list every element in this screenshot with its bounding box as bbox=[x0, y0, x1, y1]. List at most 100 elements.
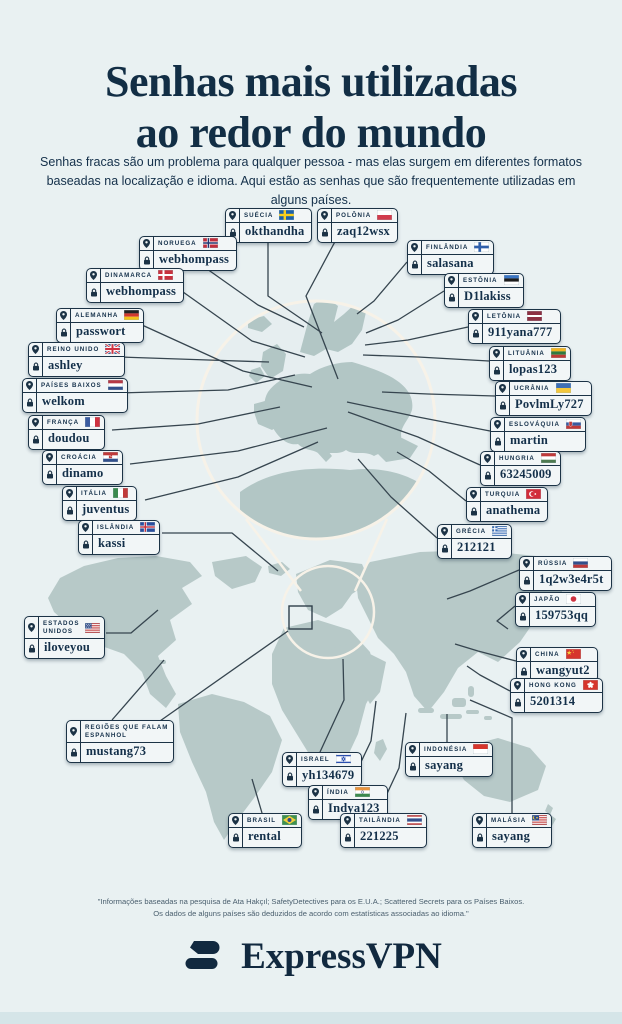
connector-line-hong-kong bbox=[466, 665, 511, 692]
flag-italy-icon bbox=[112, 488, 128, 499]
disclaimer-line-2: Os dados de alguns países são deduzidos … bbox=[153, 908, 469, 918]
flag-indonesia-icon bbox=[473, 744, 489, 755]
country-label: ISLÂNDIA bbox=[97, 523, 135, 531]
connector-line-lituania bbox=[362, 354, 490, 362]
password-value: zaq12wsx bbox=[337, 223, 390, 238]
password-value: juventus bbox=[82, 501, 130, 516]
connector-line-alemanha bbox=[141, 324, 313, 388]
card-body: mustang73 bbox=[67, 743, 173, 763]
card-header: CROÁCIA bbox=[43, 451, 122, 465]
map-pin-icon bbox=[29, 416, 43, 429]
country-label: TAILÂNDIA bbox=[359, 816, 401, 824]
title-line-2: ao redor do mundo bbox=[135, 108, 487, 158]
lock-icon bbox=[445, 287, 459, 307]
country-label: DINAMARCA bbox=[105, 271, 153, 279]
country-label: JAPÃO bbox=[534, 595, 561, 603]
password-card-suecia: SUÉCIA okthandha bbox=[225, 208, 313, 243]
country-label: HUNGRIA bbox=[499, 454, 535, 462]
country-label: BRASIL bbox=[247, 816, 277, 824]
connector-line-brasil bbox=[251, 778, 263, 814]
card-body: sayang bbox=[406, 756, 492, 776]
lock-icon bbox=[473, 827, 487, 847]
map-pin-icon bbox=[445, 274, 459, 287]
map-pin-icon bbox=[406, 743, 420, 756]
lock-icon bbox=[87, 282, 101, 302]
subtitle: Senhas fracas são um problema para qualq… bbox=[40, 154, 582, 208]
lock-icon bbox=[516, 606, 530, 626]
lock-icon bbox=[25, 639, 39, 659]
card-body: rental bbox=[229, 827, 301, 847]
lock-icon bbox=[481, 465, 495, 485]
password-card-estados-unidos: ESTADOS UNIDOS iloveyou bbox=[24, 616, 106, 660]
map-pin-icon bbox=[341, 814, 355, 827]
password-value: passwort bbox=[76, 323, 126, 338]
card-body: 5201314 bbox=[511, 692, 602, 712]
card-header: GRÉCIA bbox=[438, 525, 512, 539]
connector-line-estonia bbox=[365, 290, 445, 334]
flag-lithuania-icon bbox=[550, 348, 566, 359]
password-card-hungria: HUNGRIA 63245009 bbox=[480, 451, 561, 486]
bottom-band bbox=[0, 1012, 622, 1024]
flag-norway-icon bbox=[202, 238, 218, 249]
flag-hungary-icon bbox=[540, 453, 556, 464]
lock-icon bbox=[490, 360, 504, 380]
password-value: lopas123 bbox=[509, 361, 558, 376]
password-value: Indya123 bbox=[328, 800, 380, 815]
password-card-finlandia: FINLÂNDIA salasana bbox=[407, 240, 495, 275]
lock-icon bbox=[469, 323, 483, 343]
lock-icon bbox=[79, 534, 93, 554]
country-label: UCRÂNIA bbox=[514, 384, 550, 392]
lock-icon bbox=[226, 222, 240, 242]
connector-line-russia bbox=[446, 569, 520, 600]
password-value: iloveyou bbox=[44, 640, 91, 655]
lock-icon bbox=[283, 766, 297, 786]
password-value: rental bbox=[248, 828, 281, 843]
card-header: RÚSSIA bbox=[520, 557, 611, 571]
card-header: REINO UNIDO bbox=[29, 343, 125, 357]
card-body: yh134679 bbox=[283, 766, 361, 786]
card-header: ISRAEL bbox=[283, 753, 362, 767]
country-label: POLÔNIA bbox=[336, 211, 372, 219]
map-pin-icon bbox=[318, 209, 332, 222]
flag-india-icon bbox=[354, 787, 370, 798]
card-body: PovlmLy727 bbox=[496, 395, 591, 415]
card-header: HUNGRIA bbox=[481, 452, 560, 466]
country-label: NORUEGA bbox=[158, 239, 197, 247]
world-map-land bbox=[48, 550, 566, 840]
flag-estonia-icon bbox=[503, 275, 519, 286]
map-pin-icon bbox=[438, 525, 452, 538]
card-header: LETÔNIA bbox=[469, 310, 560, 324]
card-header: UCRÂNIA bbox=[496, 382, 591, 396]
card-body: kassi bbox=[79, 534, 159, 554]
card-body: wangyut2 bbox=[517, 661, 597, 681]
lock-icon bbox=[318, 222, 332, 242]
card-body: welkom bbox=[23, 392, 127, 412]
card-header: ISLÂNDIA bbox=[79, 521, 160, 535]
password-card-indonesia: INDONÉSIA sayang bbox=[405, 742, 494, 777]
password-card-paises-baixos: PAÍSES BAIXOS welkom bbox=[22, 378, 128, 413]
flag-ukraine-icon bbox=[555, 383, 571, 394]
flag-thailand-icon bbox=[406, 815, 422, 826]
card-body: 63245009 bbox=[481, 465, 560, 485]
connector-line-finlandia bbox=[356, 261, 408, 315]
disclaimer: "Informações baseadas na pesquisa de Ata… bbox=[0, 896, 622, 920]
card-body: 911yana777 bbox=[469, 323, 560, 343]
map-pin-icon bbox=[490, 347, 504, 360]
flag-brazil-icon bbox=[282, 815, 298, 826]
card-header: ESTÔNIA bbox=[445, 274, 523, 288]
map-pin-icon bbox=[520, 557, 534, 570]
country-label: ÍNDIA bbox=[327, 788, 349, 796]
card-body: webhompass bbox=[140, 250, 236, 270]
map-pin-icon bbox=[226, 209, 240, 222]
password-card-hong-kong: HONG KONG 5201314 bbox=[510, 678, 603, 713]
connector-line-estados-unidos bbox=[106, 609, 159, 634]
connector-line-grecia bbox=[357, 458, 438, 539]
map-pin-icon bbox=[79, 521, 93, 534]
country-label: CHINA bbox=[535, 650, 560, 658]
card-body: passwort bbox=[57, 322, 143, 342]
lock-icon bbox=[43, 464, 57, 484]
flag-croatia-icon bbox=[102, 452, 118, 463]
country-label: ESTÔNIA bbox=[463, 276, 498, 284]
country-label: ITÁLIA bbox=[81, 489, 107, 497]
